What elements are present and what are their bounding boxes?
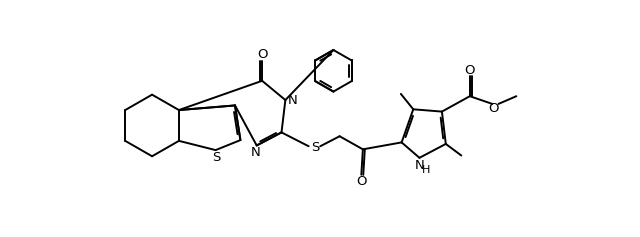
Text: O: O xyxy=(465,64,475,77)
Text: O: O xyxy=(488,102,499,115)
Text: H: H xyxy=(422,165,431,175)
Text: O: O xyxy=(257,48,268,61)
Text: O: O xyxy=(356,175,367,188)
Text: S: S xyxy=(212,150,221,164)
Text: S: S xyxy=(310,141,319,154)
Text: N: N xyxy=(415,159,424,172)
Text: N: N xyxy=(287,94,297,107)
Text: N: N xyxy=(250,146,260,159)
